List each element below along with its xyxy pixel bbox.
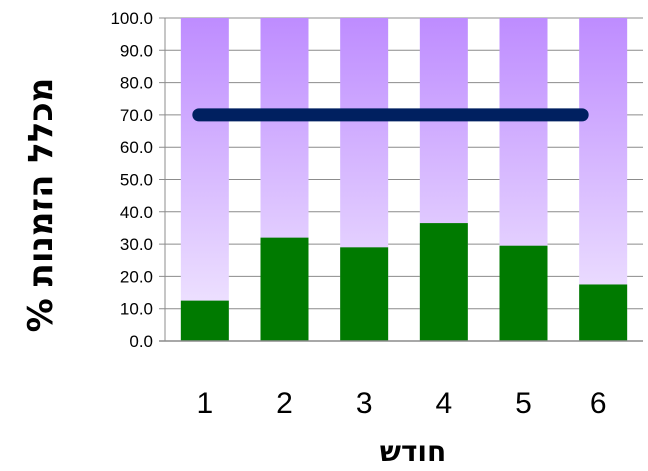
value-bar <box>579 284 628 341</box>
y-tick-label: 60.0 <box>120 138 153 157</box>
value-bar <box>180 300 229 341</box>
y-axis-title: % מכלל הזמנות <box>21 78 61 333</box>
value-bar <box>340 247 389 341</box>
y-tick-label: 10.0 <box>120 300 153 319</box>
x-axis-title: חודש <box>380 435 447 468</box>
y-tick-label: 50.0 <box>120 171 153 190</box>
x-tick-label: 4 <box>435 387 452 420</box>
gridlines <box>159 17 643 342</box>
y-tick-labels: 0.0 10.0 20.0 30.0 40.0 50.0 60.0 70.0 80.0 90.0 1… <box>110 9 153 351</box>
value-bar <box>419 223 468 341</box>
x-tick-label: 6 <box>590 387 607 420</box>
value-bars <box>180 223 628 341</box>
x-tick-label: 2 <box>276 387 293 420</box>
y-tick-label: 90.0 <box>120 41 153 60</box>
y-tick-label: 40.0 <box>120 203 153 222</box>
y-tick-label: 80.0 <box>120 74 153 93</box>
x-tick-label: 3 <box>356 387 373 420</box>
y-tick-label: 70.0 <box>120 106 153 125</box>
axes <box>159 18 643 342</box>
x-tick-labels: 1 2 3 4 5 6 <box>196 387 606 420</box>
value-bar <box>260 237 309 341</box>
x-tick-label: 5 <box>515 387 532 420</box>
y-tick-label: 30.0 <box>120 235 153 254</box>
y-tick-label: 0.0 <box>129 332 153 351</box>
value-bar <box>499 245 548 341</box>
y-tick-label: 20.0 <box>120 267 153 286</box>
background-bar <box>180 18 229 341</box>
x-tick-label: 1 <box>196 387 213 420</box>
y-tick-label: 100.0 <box>110 9 153 28</box>
